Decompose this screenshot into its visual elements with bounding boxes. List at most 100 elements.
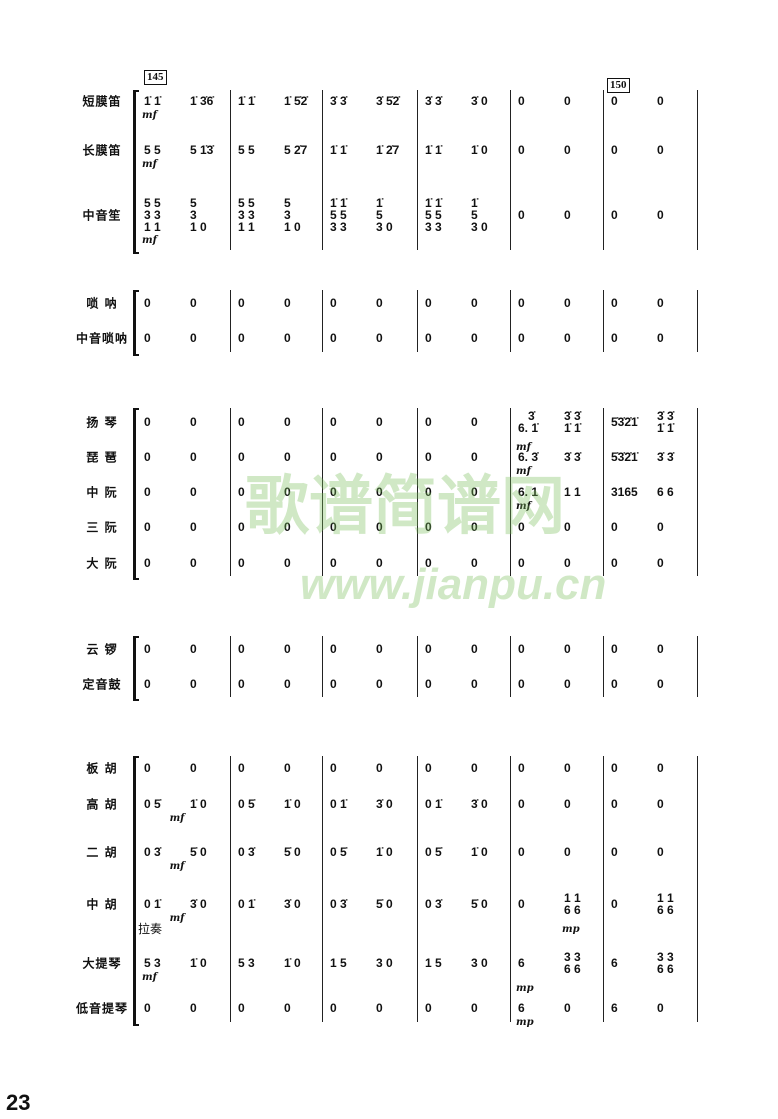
bar-line <box>697 756 698 1022</box>
beat-notes: 0 <box>376 415 383 429</box>
beat-notes: 0 <box>425 520 432 534</box>
beat-notes: 0 <box>657 677 664 691</box>
beat-notes: 0 <box>190 677 197 691</box>
instrument-label: 低音提琴 <box>75 1001 128 1016</box>
beat-notes: 0 <box>611 677 618 691</box>
beat-notes: 0 <box>376 450 383 464</box>
beat-notes: 0 <box>284 296 291 310</box>
beat-notes: 0 <box>238 415 245 429</box>
bar-line <box>603 408 604 576</box>
dynamic-mf: mf <box>142 235 157 246</box>
beat-notes: 0 <box>238 450 245 464</box>
bar-line <box>603 290 604 352</box>
beat-notes: 0 <box>238 520 245 534</box>
beat-notes: 6 <box>518 956 525 970</box>
beat-notes: 0 <box>376 677 383 691</box>
dynamic-mf: mf <box>142 110 157 121</box>
beat-notes: 0 <box>330 642 337 656</box>
beat-notes: 0 <box>330 450 337 464</box>
beat-notes: 3̇ 3̇ 1̇ 1̇ <box>657 409 674 435</box>
watermark-url: www.jianpu.cn <box>300 560 607 609</box>
beat-notes: 0 <box>425 1001 432 1015</box>
beat-notes: 1̇ 5 3 0 <box>471 196 488 234</box>
beat-notes: 0 <box>471 331 478 345</box>
beat-notes: 0 <box>611 761 618 775</box>
beat-notes: 0 <box>518 208 525 222</box>
instrument-label: 定音鼓 <box>82 677 122 692</box>
beat-notes: 1̇ 5̇2̇ <box>284 94 308 108</box>
beat-notes: 0 <box>611 897 618 911</box>
beat-notes: 5̇3̇2̇1̇ <box>611 415 638 429</box>
beat-notes: 0 <box>376 556 383 570</box>
beat-notes: 1̇ 0 <box>471 845 488 859</box>
beat-notes: 3̇ 0 <box>471 797 488 811</box>
beat-notes: 3 3 6 6 <box>564 950 581 976</box>
beat-notes: 5 5 <box>144 143 161 157</box>
beat-notes: 6 <box>518 1001 525 1015</box>
beat-notes: 0 <box>425 677 432 691</box>
staff-bracket <box>133 756 139 1026</box>
beat-notes: 0 <box>564 1001 571 1015</box>
beat-notes: 0 5̇ <box>238 797 255 811</box>
beat-notes: 1̇ 0 <box>376 845 393 859</box>
beat-notes: 3̇ 3̇ <box>425 94 442 108</box>
dynamic-mf: mf <box>169 861 185 872</box>
beat-notes: 0 <box>657 1001 664 1015</box>
beat-notes: 0 <box>376 331 383 345</box>
beat-notes: 0 <box>284 520 291 534</box>
beat-notes: 0 <box>518 761 525 775</box>
bar-line <box>230 636 231 697</box>
beat-notes: 0 <box>238 677 245 691</box>
beat-notes: 5̇ 0 <box>284 845 301 859</box>
beat-notes: 0 <box>518 94 525 108</box>
bar-line <box>230 756 231 1022</box>
beat-notes: 3 0 <box>471 956 488 970</box>
beat-notes: 0 <box>425 485 432 499</box>
beat-notes: 3̇ 5̇2̇ <box>376 94 400 108</box>
beat-notes: 0 <box>564 845 571 859</box>
beat-notes: 1̇ 0 <box>471 143 488 157</box>
beat-notes: 0 <box>657 331 664 345</box>
beat-notes: 0 3̇ <box>238 845 255 859</box>
beat-notes: 0 <box>611 556 618 570</box>
bar-line <box>510 756 511 1022</box>
beat-notes: 5 3 <box>144 956 161 970</box>
bar-line <box>510 90 511 250</box>
beat-notes: 0 <box>657 520 664 534</box>
beat-notes: 0 <box>611 208 618 222</box>
beat-notes: 0 <box>425 761 432 775</box>
beat-notes: 0 <box>564 797 571 811</box>
beat-notes: 0 <box>518 797 525 811</box>
dynamic-mp: mp <box>516 983 534 994</box>
beat-notes: 0 3̇ <box>144 845 161 859</box>
instrument-label: 高 胡 <box>86 797 118 812</box>
beat-notes: 3̇ 0 <box>376 797 393 811</box>
beat-notes: 5 3 <box>238 956 255 970</box>
beat-notes: 0 <box>564 143 571 157</box>
beat-notes: 0 <box>330 415 337 429</box>
beat-notes: 0 1̇ <box>238 897 255 911</box>
beat-notes: 0 <box>657 556 664 570</box>
beat-notes: 0 <box>190 450 197 464</box>
beat-notes: 0 <box>238 485 245 499</box>
dynamic-mf: mf <box>516 442 531 453</box>
beat-notes: 0 <box>284 1001 291 1015</box>
beat-notes: 3̇ 0 <box>471 94 488 108</box>
staff-bracket <box>133 636 139 701</box>
beat-notes: 0 <box>190 761 197 775</box>
beat-notes: 0 <box>144 450 151 464</box>
instrument-label: 大提琴 <box>82 956 122 971</box>
beat-notes: 1̇ 1̇ <box>425 143 442 157</box>
beat-notes: 0 <box>284 485 291 499</box>
dynamic-mf: mf <box>169 813 185 824</box>
beat-notes: 0 <box>518 845 525 859</box>
beat-notes: 0 1̇ <box>425 797 442 811</box>
beat-notes: 0 <box>657 797 664 811</box>
beat-notes: 0 <box>471 556 478 570</box>
beat-notes: 0 <box>190 1001 197 1015</box>
beat-notes: 0 <box>190 556 197 570</box>
dynamic-mf: mf <box>142 972 157 983</box>
beat-notes: 0 <box>190 415 197 429</box>
beat-notes: 0 <box>284 761 291 775</box>
page-number: 23 <box>6 1090 31 1115</box>
